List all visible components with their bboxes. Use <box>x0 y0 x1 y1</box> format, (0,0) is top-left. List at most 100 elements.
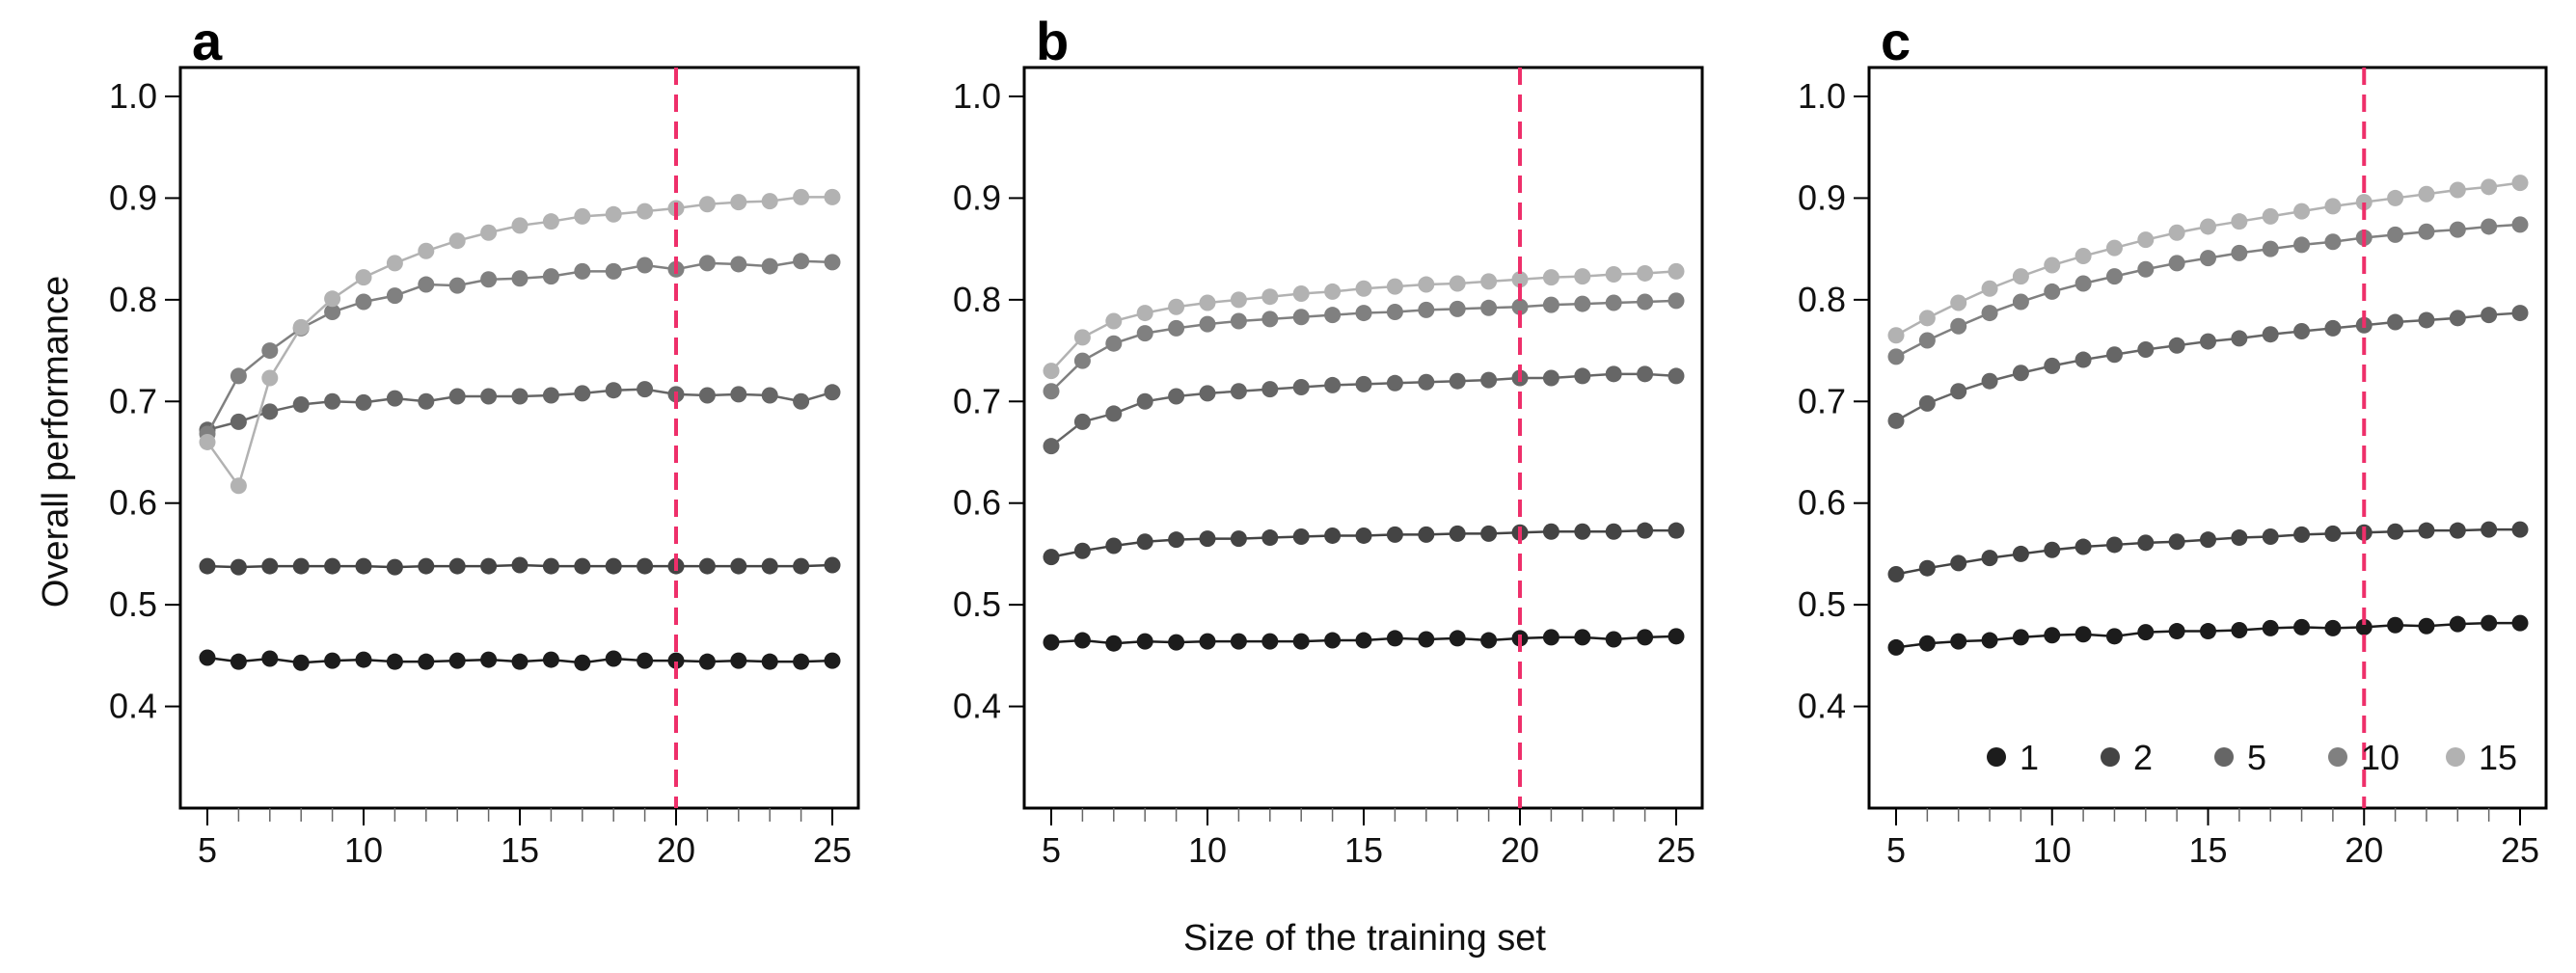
data-point <box>2231 213 2248 230</box>
data-point <box>1574 268 1591 285</box>
data-point <box>2324 525 2342 542</box>
data-point <box>1637 264 1654 282</box>
data-point <box>574 557 591 575</box>
data-point <box>1605 365 1622 383</box>
y-tick-label: 0.8 <box>109 280 157 319</box>
data-point <box>1418 276 1435 293</box>
series-line <box>1895 311 2521 422</box>
data-point <box>824 556 841 574</box>
series-2 <box>1887 521 2529 583</box>
y-tick-label: 0.6 <box>953 483 1001 523</box>
data-point <box>1355 527 1372 544</box>
data-point <box>637 257 654 274</box>
data-point <box>1668 522 1685 539</box>
data-point <box>1637 522 1654 539</box>
data-point <box>1136 305 1153 322</box>
data-point <box>1168 298 1185 315</box>
data-point <box>1261 529 1279 547</box>
data-point <box>418 276 435 293</box>
data-point <box>2168 337 2185 354</box>
legend-item-15: 15 <box>2446 738 2517 777</box>
data-point <box>2200 218 2216 235</box>
data-point <box>1887 638 1905 656</box>
panel-letter: c <box>1881 11 1911 71</box>
data-point <box>1073 413 1091 430</box>
data-point <box>1637 629 1654 646</box>
data-point <box>1605 631 1622 648</box>
data-point <box>1981 632 1998 649</box>
data-point <box>1386 526 1403 543</box>
data-point <box>2044 257 2061 274</box>
data-point <box>511 217 529 234</box>
data-point <box>2044 283 2061 300</box>
data-point <box>2418 185 2435 203</box>
data-point <box>1324 632 1342 649</box>
data-point <box>542 651 559 668</box>
data-point <box>199 557 216 575</box>
data-point <box>324 557 341 575</box>
data-point <box>1136 633 1153 650</box>
data-point <box>2231 330 2248 347</box>
data-point <box>1355 632 1372 649</box>
plot-frame <box>178 66 860 810</box>
data-point <box>448 232 466 250</box>
data-point <box>2137 231 2155 249</box>
legend-label: 1 <box>2020 738 2039 777</box>
data-point <box>511 270 529 287</box>
data-point <box>1918 310 1936 327</box>
data-point <box>2200 531 2216 549</box>
data-point <box>2481 307 2498 324</box>
x-tick-label: 15 <box>1344 830 1383 870</box>
data-point <box>1043 438 1060 455</box>
data-point <box>793 557 810 575</box>
data-point <box>2168 224 2185 241</box>
series-line <box>205 196 832 489</box>
data-point <box>1511 271 1529 288</box>
x-tick-label: 25 <box>2501 830 2539 870</box>
data-point <box>2262 326 2279 343</box>
data-point <box>2168 533 2185 551</box>
legend-label: 2 <box>2133 738 2153 777</box>
data-point <box>1136 392 1153 410</box>
data-point <box>2293 618 2311 635</box>
data-point <box>1261 311 1279 328</box>
data-point <box>1386 374 1403 392</box>
data-point <box>1324 307 1342 324</box>
data-point <box>2324 198 2342 215</box>
legend-marker <box>2101 747 2120 767</box>
series-10 <box>1043 292 1685 400</box>
data-point <box>2231 244 2248 261</box>
data-point <box>1574 629 1591 646</box>
data-point <box>2231 622 2248 638</box>
legend-item-2: 2 <box>2101 738 2153 777</box>
data-point <box>418 392 435 410</box>
data-point <box>1668 262 1685 280</box>
data-point <box>2105 536 2123 554</box>
x-tick-label: 25 <box>813 830 852 870</box>
data-point <box>1574 523 1591 540</box>
data-point <box>2324 619 2342 636</box>
data-point <box>1105 405 1123 422</box>
panel-letter: a <box>192 11 223 71</box>
data-point <box>1418 301 1435 318</box>
data-point <box>2387 313 2404 331</box>
data-point <box>793 253 810 270</box>
data-point <box>730 652 747 669</box>
data-point <box>1542 296 1559 313</box>
data-point <box>1887 566 1905 583</box>
data-point <box>2168 255 2185 272</box>
data-point <box>355 269 372 286</box>
y-tick-label: 1.0 <box>109 76 157 116</box>
data-point <box>324 652 341 669</box>
data-point <box>1324 283 1342 300</box>
panel-letter: b <box>1036 11 1069 71</box>
data-point <box>824 254 841 271</box>
data-point <box>448 652 466 669</box>
y-tick-label: 0.8 <box>953 280 1001 319</box>
data-point <box>2074 275 2092 292</box>
data-point <box>2511 614 2529 632</box>
data-point <box>637 652 654 669</box>
data-point <box>355 557 372 575</box>
series-2 <box>1043 522 1685 566</box>
